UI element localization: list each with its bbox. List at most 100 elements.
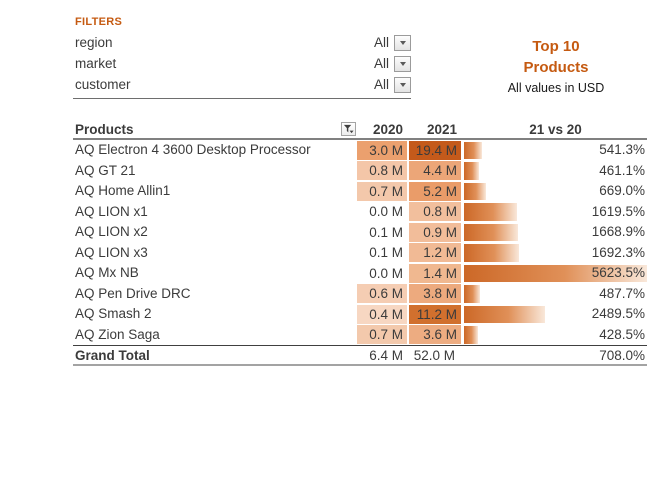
delta-bar — [464, 285, 480, 303]
value-2021: 1.2 M — [409, 243, 461, 263]
delta-value: 1668.9% — [591, 224, 645, 239]
value-2020: 0.0 M — [369, 265, 403, 281]
value-2020: 0.1 M — [369, 224, 403, 240]
grand-total-delta-cell: 708.0% — [462, 346, 647, 364]
table-body: AQ Electron 4 3600 Desktop Processor 3.0… — [73, 140, 647, 345]
delta-bar — [464, 203, 517, 221]
value-2021: 3.8 M — [409, 284, 461, 304]
filter-value-region: All — [373, 35, 389, 50]
delta-bar — [464, 141, 482, 159]
chevron-down-icon — [399, 40, 406, 45]
filters-panel: FILTERS region All market All customer A… — [73, 16, 411, 99]
table-row: AQ Pen Drive DRC 0.6 M 3.8 M 487.7% — [73, 284, 647, 305]
value-2021: 0.9 M — [409, 222, 461, 242]
table-row: AQ Zion Saga 0.7 M 3.6 M 428.5% — [73, 325, 647, 346]
table-row: AQ LION x1 0.0 M 0.8 M 1619.5% — [73, 202, 647, 223]
report-header: Top 10 Products All values in USD — [462, 36, 650, 95]
value-2020: 0.7 M — [357, 325, 407, 345]
chevron-down-icon — [399, 82, 406, 87]
filter-value-customer: All — [373, 77, 389, 92]
value-2021: 5.2 M — [409, 181, 461, 201]
report-subtitle: All values in USD — [507, 81, 605, 95]
grand-total-2020: 6.4 M — [369, 347, 403, 363]
product-name: AQ Smash 2 — [75, 306, 152, 321]
value-2020: 0.7 M — [357, 181, 407, 201]
delta-bar — [464, 305, 545, 323]
report-title-line2: Products — [523, 59, 589, 76]
value-2020: 0.0 M — [369, 204, 403, 220]
filter-row-market: market All — [73, 53, 411, 74]
filter-value-market: All — [373, 56, 389, 71]
product-name: AQ Pen Drive DRC — [75, 285, 191, 301]
delta-value: 2489.5% — [591, 306, 645, 321]
value-2021: 19.4 M — [409, 140, 461, 160]
delta-value: 461.1% — [599, 162, 645, 178]
product-name: AQ Electron 4 3600 Desktop Processor — [75, 142, 311, 157]
table-row: AQ Home Allin1 0.7 M 5.2 M 669.0% — [73, 181, 647, 202]
value-2020: 0.6 M — [357, 284, 407, 304]
delta-bar-cell: 5623.5% — [464, 263, 647, 284]
table-row: AQ Mx NB 0.0 M 1.4 M 5623.5% — [73, 263, 647, 284]
delta-bar — [464, 162, 479, 180]
filter-row-region: region All — [73, 32, 411, 53]
grand-total-row: Grand Total 6.4 M 52.0 M 708.0% — [73, 345, 647, 366]
delta-bar-cell: 2489.5% — [464, 304, 647, 325]
delta-bar-cell: 669.0% — [464, 181, 647, 202]
customer-dropdown-button[interactable] — [394, 76, 411, 93]
delta-value: 428.5% — [599, 326, 645, 342]
filter-row-customer: customer All — [73, 74, 411, 95]
table-row: AQ Electron 4 3600 Desktop Processor 3.0… — [73, 140, 647, 161]
delta-value: 1619.5% — [591, 203, 645, 219]
product-name: AQ LION x3 — [75, 244, 148, 260]
delta-bar — [464, 326, 478, 344]
value-2020: 3.0 M — [357, 140, 407, 160]
product-name: AQ GT 21 — [75, 162, 136, 178]
product-name: AQ Mx NB — [75, 265, 139, 280]
value-2020: 0.1 M — [369, 245, 403, 261]
products-header-label: Products — [75, 121, 134, 137]
column-header-products: Products — [73, 122, 357, 137]
filter-label-market: market — [75, 56, 117, 71]
delta-bar — [464, 244, 520, 262]
column-header-2020: 2020 — [372, 121, 403, 137]
autofilter-button[interactable] — [341, 122, 356, 136]
value-2021: 1.4 M — [409, 263, 461, 283]
product-name: AQ Zion Saga — [75, 326, 160, 342]
delta-bar — [464, 264, 647, 282]
filter-label-customer: customer — [75, 77, 131, 92]
table-row: AQ LION x3 0.1 M 1.2 M 1692.3% — [73, 243, 647, 264]
delta-bar-cell: 541.3% — [464, 140, 647, 161]
value-2021: 0.8 M — [409, 202, 461, 222]
region-dropdown-button[interactable] — [394, 34, 411, 51]
report-title-line1: Top 10 — [532, 38, 580, 55]
grand-total-delta: 708.0% — [599, 348, 645, 363]
filters-title: FILTERS — [75, 16, 123, 28]
grand-total-2021: 52.0 M — [413, 347, 455, 363]
value-2020: 0.8 M — [357, 161, 407, 181]
table-header-row: Products 2020 2021 21 vs 20 — [73, 120, 647, 140]
chevron-down-icon — [399, 61, 406, 66]
delta-value: 5623.5% — [591, 265, 645, 280]
delta-value: 487.7% — [599, 285, 645, 301]
delta-bar — [464, 182, 486, 200]
value-2020: 0.4 M — [357, 304, 407, 324]
table-row: AQ LION x2 0.1 M 0.9 M 1668.9% — [73, 222, 647, 243]
value-2021: 11.2 M — [409, 304, 461, 324]
delta-bar-cell: 428.5% — [464, 325, 647, 346]
delta-bar-cell: 1692.3% — [464, 243, 647, 264]
product-name: AQ Home Allin1 — [75, 183, 171, 198]
delta-value: 669.0% — [599, 183, 645, 198]
table-row: AQ GT 21 0.8 M 4.4 M 461.1% — [73, 161, 647, 182]
filter-label-region: region — [75, 35, 113, 50]
delta-bar-cell: 1668.9% — [464, 222, 647, 243]
value-2021: 4.4 M — [409, 161, 461, 181]
market-dropdown-button[interactable] — [394, 55, 411, 72]
product-name: AQ LION x1 — [75, 203, 148, 219]
delta-bar — [464, 223, 519, 241]
delta-value: 541.3% — [599, 142, 645, 157]
grand-total-label: Grand Total — [75, 347, 150, 363]
value-2021: 3.6 M — [409, 325, 461, 345]
delta-value: 1692.3% — [591, 244, 645, 260]
table-row: AQ Smash 2 0.4 M 11.2 M 2489.5% — [73, 304, 647, 325]
column-header-delta: 21 vs 20 — [529, 121, 582, 137]
